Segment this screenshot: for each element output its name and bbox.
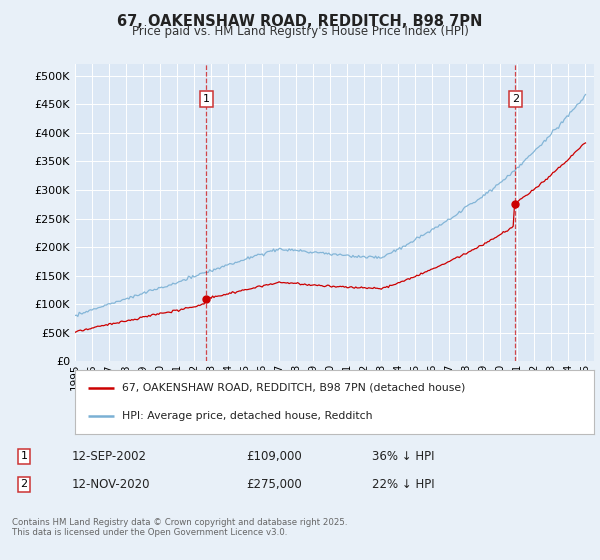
Text: 12-SEP-2002: 12-SEP-2002 [72,450,147,463]
Text: £275,000: £275,000 [246,478,302,491]
Text: 2: 2 [512,94,519,104]
Text: £109,000: £109,000 [246,450,302,463]
Text: Contains HM Land Registry data © Crown copyright and database right 2025.
This d: Contains HM Land Registry data © Crown c… [12,518,347,538]
Text: 67, OAKENSHAW ROAD, REDDITCH, B98 7PN (detached house): 67, OAKENSHAW ROAD, REDDITCH, B98 7PN (d… [122,382,465,393]
Text: 2: 2 [20,479,28,489]
Text: 36% ↓ HPI: 36% ↓ HPI [372,450,434,463]
Text: HPI: Average price, detached house, Redditch: HPI: Average price, detached house, Redd… [122,411,372,421]
Text: 1: 1 [203,94,209,104]
Text: Price paid vs. HM Land Registry's House Price Index (HPI): Price paid vs. HM Land Registry's House … [131,25,469,38]
Text: 12-NOV-2020: 12-NOV-2020 [72,478,151,491]
Text: 67, OAKENSHAW ROAD, REDDITCH, B98 7PN: 67, OAKENSHAW ROAD, REDDITCH, B98 7PN [118,14,482,29]
Text: 22% ↓ HPI: 22% ↓ HPI [372,478,434,491]
Text: 1: 1 [20,451,28,461]
